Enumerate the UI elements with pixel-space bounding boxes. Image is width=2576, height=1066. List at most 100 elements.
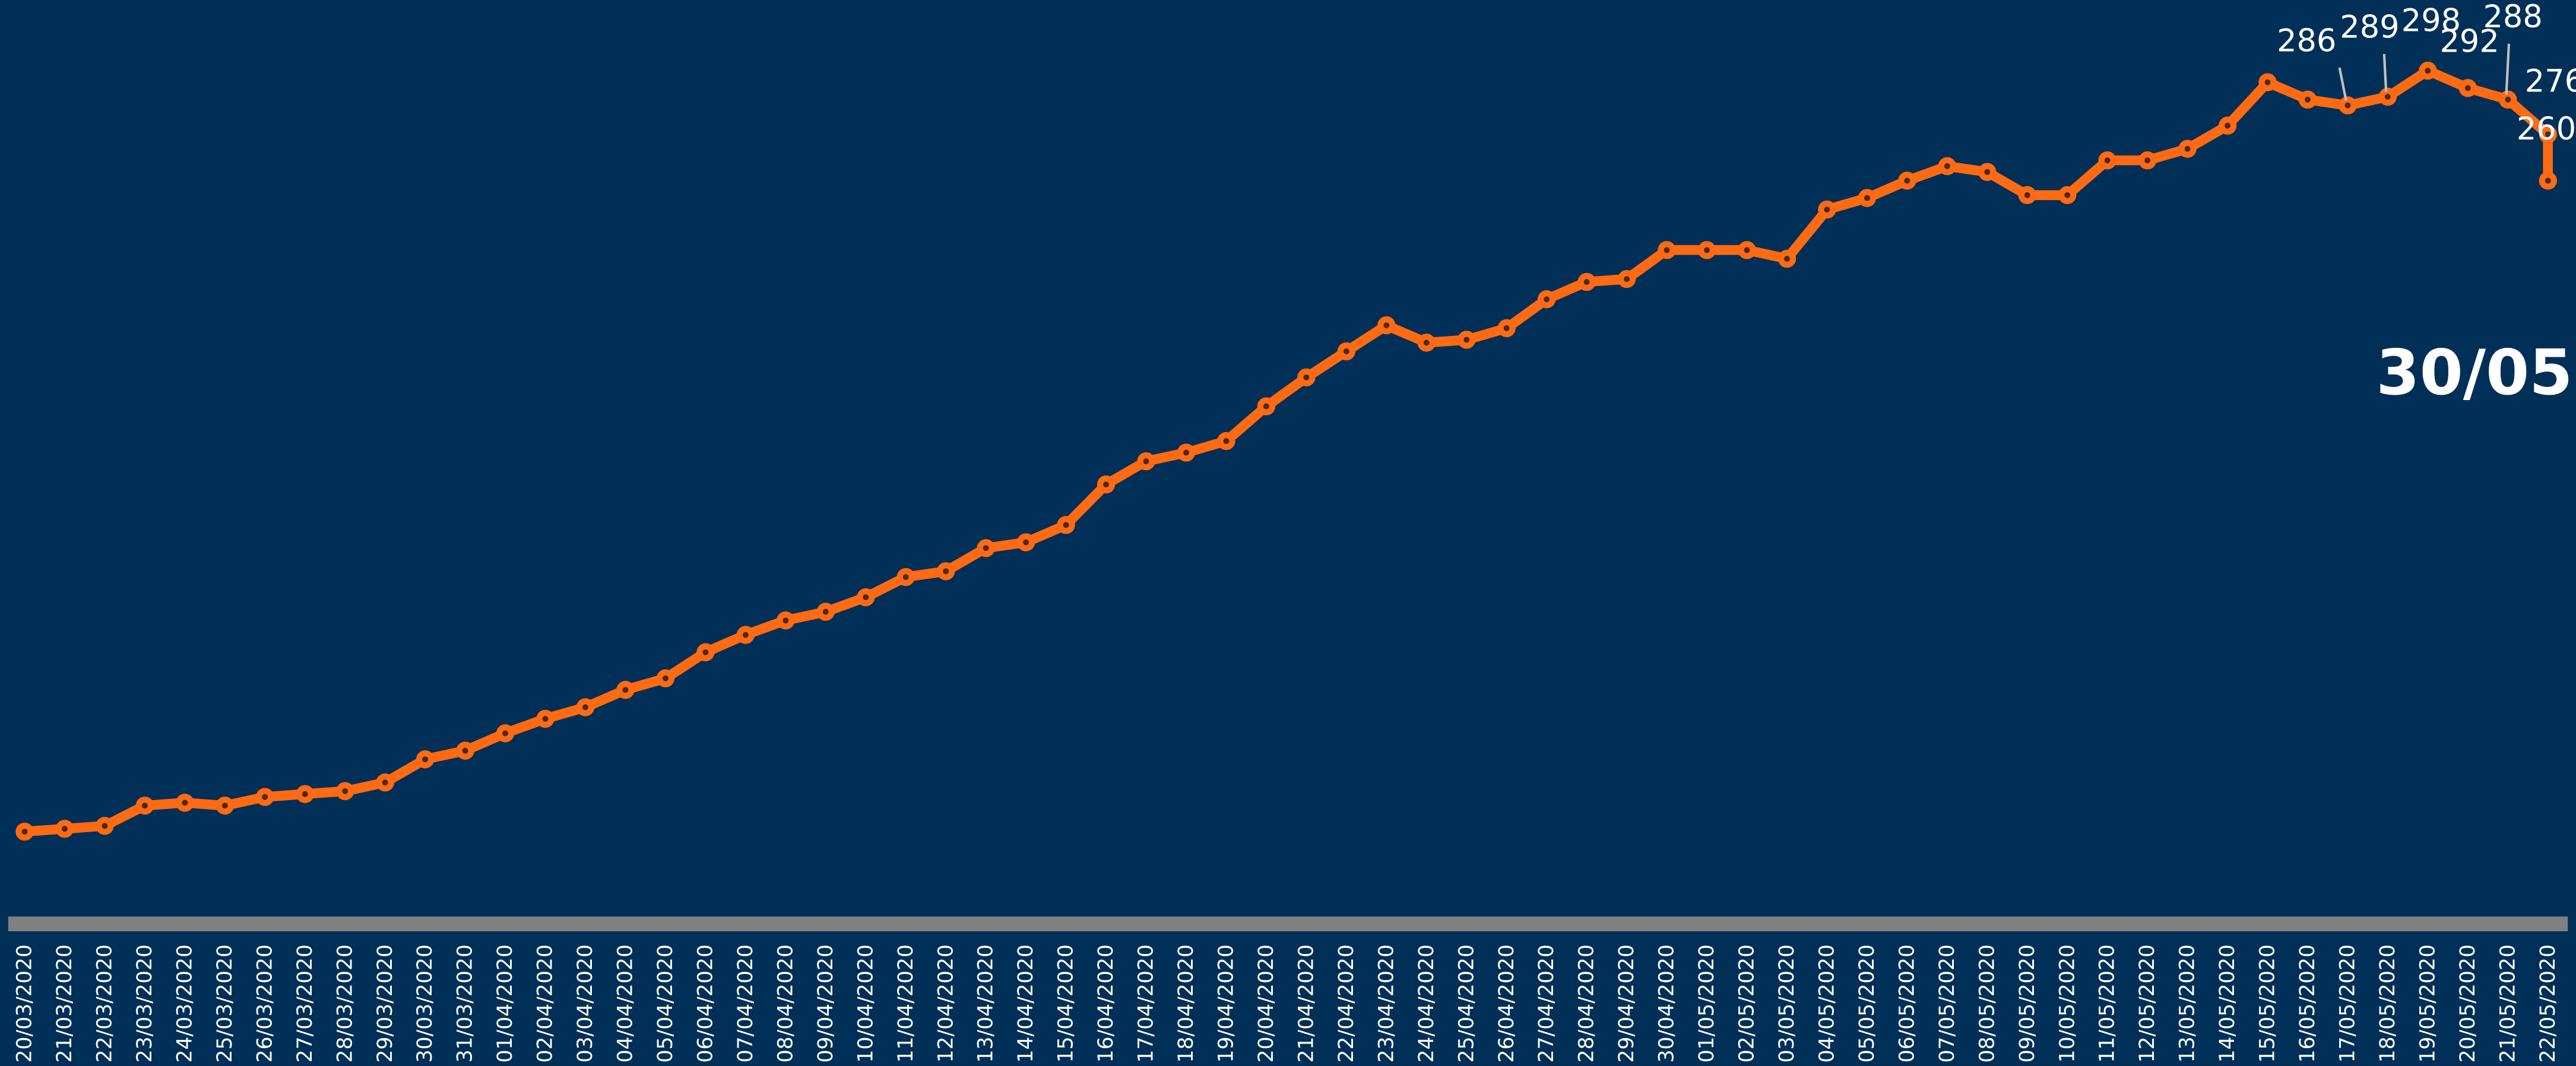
- data-point-center: [462, 747, 468, 754]
- x-tick-label: 14/05/2020: [2216, 944, 2239, 1062]
- x-tick-label: 02/04/2020: [534, 944, 557, 1062]
- data-point-center: [141, 802, 148, 809]
- x-tick-label: 24/04/2020: [1415, 944, 1438, 1062]
- x-tick-label: 14/04/2020: [1014, 944, 1038, 1062]
- data-point-center: [2464, 85, 2471, 91]
- data-point-center: [2425, 68, 2431, 74]
- x-tick-label: 23/03/2020: [133, 944, 157, 1062]
- data-label: 289: [2340, 9, 2399, 45]
- x-tick-label: 12/04/2020: [934, 944, 958, 1062]
- data-point-center: [2024, 192, 2030, 198]
- x-tick-label: 20/05/2020: [2456, 944, 2480, 1062]
- data-point-center: [1583, 278, 1590, 285]
- x-tick-label: 21/04/2020: [1294, 944, 1318, 1062]
- x-tick-label: 07/05/2020: [1935, 944, 1959, 1062]
- x-tick-label: 22/03/2020: [93, 944, 117, 1062]
- data-point-center: [1263, 403, 1269, 410]
- data-point-center: [2384, 93, 2391, 100]
- data-point-center: [1383, 322, 1390, 329]
- data-label: 260: [2517, 111, 2576, 147]
- data-point-center: [782, 617, 789, 624]
- data-point-center: [822, 608, 829, 615]
- x-tick-label: 15/05/2020: [2256, 944, 2280, 1062]
- data-point-center: [582, 704, 588, 710]
- x-tick-label: 22/04/2020: [1335, 944, 1358, 1062]
- x-tick-label: 19/04/2020: [1215, 944, 1238, 1062]
- data-point-center: [2225, 122, 2231, 129]
- data-point-center: [1744, 247, 1750, 253]
- leader-line: [2505, 43, 2511, 95]
- data-point-center: [702, 649, 709, 655]
- x-tick-label: 10/05/2020: [2055, 944, 2079, 1062]
- x-tick-label: 26/04/2020: [1495, 944, 1519, 1062]
- data-point-center: [502, 730, 509, 737]
- x-tick-label: 07/04/2020: [734, 944, 758, 1062]
- data-label: 292: [2439, 23, 2499, 59]
- x-tick-label: 20/03/2020: [13, 944, 37, 1062]
- x-tick-label: 17/05/2020: [2336, 944, 2360, 1062]
- data-point-center: [1303, 374, 1310, 380]
- x-tick-label: 25/03/2020: [213, 944, 237, 1062]
- data-point-center: [2545, 177, 2551, 184]
- x-tick-label: 13/05/2020: [2176, 944, 2200, 1062]
- data-point-center: [21, 829, 28, 835]
- x-tick-label: 27/03/2020: [293, 944, 317, 1062]
- x-tick-label: 18/04/2020: [1174, 944, 1198, 1062]
- data-point-center: [422, 756, 429, 763]
- data-point-center: [1023, 539, 1029, 545]
- data-point-center: [1343, 348, 1349, 354]
- data-point-center: [1423, 340, 1430, 346]
- data-point-center: [2104, 157, 2111, 164]
- x-tick-label: 22/05/2020: [2536, 944, 2560, 1062]
- x-tick-label: 08/05/2020: [1975, 944, 1999, 1062]
- data-point-center: [1904, 177, 1910, 184]
- data-point-center: [2545, 131, 2551, 138]
- data-point-center: [262, 794, 268, 800]
- x-tick-label: 17/04/2020: [1135, 944, 1158, 1062]
- x-tick-label: 18/05/2020: [2376, 944, 2400, 1062]
- data-point-center: [2344, 102, 2351, 109]
- data-point-center: [1864, 195, 1870, 201]
- annotation: 30/05: [2376, 336, 2572, 409]
- x-tick-label: 26/03/2020: [253, 944, 277, 1062]
- x-tick-label: 02/05/2020: [1735, 944, 1759, 1062]
- x-tick-label: 16/04/2020: [1094, 944, 1118, 1062]
- data-point-center: [1463, 337, 1470, 343]
- x-tick-label: 28/03/2020: [333, 944, 357, 1062]
- x-tick-label: 03/05/2020: [1775, 944, 1799, 1062]
- data-point-center: [983, 545, 989, 551]
- data-point-center: [1183, 449, 1189, 456]
- data-point-center: [1824, 207, 1830, 213]
- x-tick-label: 12/05/2020: [2135, 944, 2159, 1062]
- x-tick-label: 29/03/2020: [373, 944, 397, 1062]
- x-tick-label: 04/05/2020: [1815, 944, 1839, 1062]
- x-tick-label: 21/05/2020: [2496, 944, 2520, 1062]
- data-point-center: [1944, 163, 1950, 169]
- data-point-center: [61, 826, 68, 832]
- x-tick-label: 05/05/2020: [1855, 944, 1879, 1062]
- x-tick-label: 06/04/2020: [693, 944, 717, 1062]
- data-point-center: [1544, 296, 1550, 303]
- data-point-center: [1143, 458, 1149, 465]
- data-point-center: [1223, 438, 1230, 445]
- data-point-center: [1984, 169, 1991, 175]
- x-tick-label: 11/04/2020: [894, 944, 918, 1062]
- data-point-center: [902, 574, 909, 580]
- leader-line: [2382, 53, 2388, 92]
- data-point-center: [1103, 481, 1110, 488]
- x-tick-label: 30/04/2020: [1655, 944, 1679, 1062]
- x-tick-label: 10/04/2020: [854, 944, 877, 1062]
- x-tick-label: 04/04/2020: [614, 944, 638, 1062]
- x-tick-label: 09/05/2020: [2016, 944, 2039, 1062]
- x-tick-label: 09/04/2020: [814, 944, 838, 1062]
- data-point-center: [662, 675, 668, 681]
- data-point-center: [382, 779, 388, 786]
- data-label: 288: [2483, 0, 2542, 35]
- x-tick-label: 31/03/2020: [454, 944, 477, 1062]
- data-point-center: [2144, 157, 2151, 164]
- data-point-center: [2505, 96, 2511, 103]
- data-point-center: [342, 788, 348, 794]
- data-point-center: [742, 632, 749, 638]
